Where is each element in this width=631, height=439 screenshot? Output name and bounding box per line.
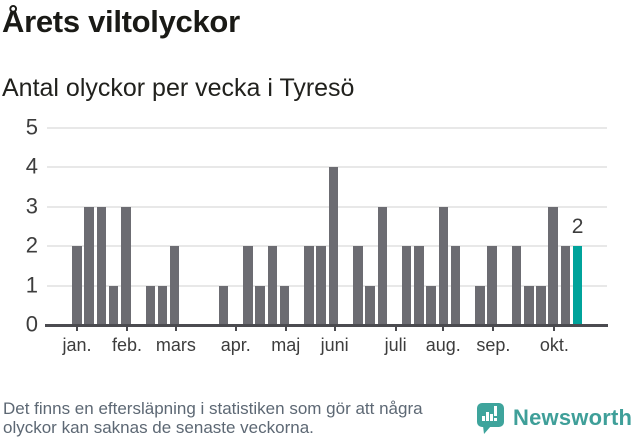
- x-axis-tick: [284, 325, 287, 331]
- bar-week-30: [426, 285, 436, 324]
- y-axis-tick-label: 2: [25, 232, 38, 258]
- x-axis-tick: [76, 325, 78, 331]
- x-axis-tick: [492, 325, 495, 331]
- bar-week-21: [316, 246, 326, 324]
- x-axis-month-label: sep.: [476, 335, 511, 355]
- bar-week-2: [84, 206, 94, 324]
- bar-week-18: [279, 285, 290, 324]
- x-axis-tick: [126, 325, 129, 331]
- bar-week-37: [511, 246, 522, 324]
- y-axis-tick-label: 3: [25, 193, 38, 219]
- x-axis-tick: [174, 325, 177, 331]
- bar-week-32: [450, 246, 461, 324]
- chart-title: Årets viltolyckor: [2, 4, 240, 39]
- y-axis-tick-label: 1: [25, 272, 38, 298]
- bar-week-42: [572, 246, 583, 324]
- footer-note: Det finns en eftersläpning i statistiken…: [3, 399, 423, 437]
- bar-week-41: [560, 246, 571, 324]
- y-axis-tick-label: 5: [25, 114, 38, 140]
- bar-week-39: [536, 285, 546, 324]
- bar-week-38: [524, 285, 534, 324]
- newsworthy-logo: Newsworthy: [476, 401, 631, 435]
- bar-week-7: [145, 285, 155, 324]
- bar-week-5: [121, 206, 131, 324]
- bar-week-1: [72, 246, 82, 324]
- bar-week-17: [267, 246, 278, 324]
- x-axis-month-label: jan.: [62, 335, 92, 355]
- y-gridline: [47, 284, 607, 287]
- newsworthy-speech-bubble-chart-icon: [477, 403, 504, 434]
- y-axis-tick-label: 0: [25, 311, 38, 337]
- bar-week-25: [365, 285, 375, 324]
- x-axis-month-label: mars: [155, 335, 196, 355]
- y-gridline: [47, 127, 607, 129]
- x-axis-month-label: juli: [384, 335, 407, 355]
- bar-week-3: [96, 206, 107, 324]
- x-axis-month-label: feb.: [112, 335, 143, 355]
- bar-week-15: [243, 246, 253, 324]
- bar-week-4: [108, 285, 119, 324]
- highlight-value-label: 2: [571, 215, 584, 239]
- x-axis-tick: [553, 325, 556, 331]
- x-axis-tick: [333, 325, 336, 331]
- chart-subtitle: Antal olyckor per vecka i Tyresö: [2, 74, 355, 102]
- bar-week-34: [475, 285, 485, 324]
- bar-week-8: [157, 285, 168, 324]
- bar-week-29: [414, 246, 424, 324]
- bar-week-28: [401, 246, 412, 324]
- y-axis-tick-label: 4: [25, 153, 38, 179]
- x-axis-month-label: apr.: [220, 335, 251, 355]
- x-axis-line: [45, 324, 608, 327]
- bar-week-40: [548, 206, 558, 324]
- bar-week-26: [377, 206, 387, 324]
- bar-week-20: [304, 246, 314, 324]
- bar-week-22: [328, 167, 339, 324]
- bar-week-24: [353, 246, 363, 324]
- x-axis-month-label: juni: [320, 335, 349, 355]
- x-axis-tick: [442, 325, 445, 331]
- y-gridline: [47, 166, 607, 169]
- x-axis-month-label: okt.: [539, 335, 569, 355]
- bar-week-9: [169, 246, 180, 324]
- y-gridline: [47, 205, 607, 208]
- newsworthy-wordmark: Newsworthy: [513, 405, 631, 430]
- x-axis-tick: [394, 325, 397, 331]
- x-axis-month-label: aug.: [425, 335, 461, 355]
- x-axis-month-label: maj: [271, 335, 301, 355]
- bar-week-13: [218, 285, 229, 324]
- x-axis-tick: [234, 325, 237, 331]
- bar-week-35: [487, 246, 497, 324]
- bar-week-16: [255, 285, 265, 324]
- bar-week-31: [438, 206, 449, 324]
- y-gridline: [47, 245, 607, 248]
